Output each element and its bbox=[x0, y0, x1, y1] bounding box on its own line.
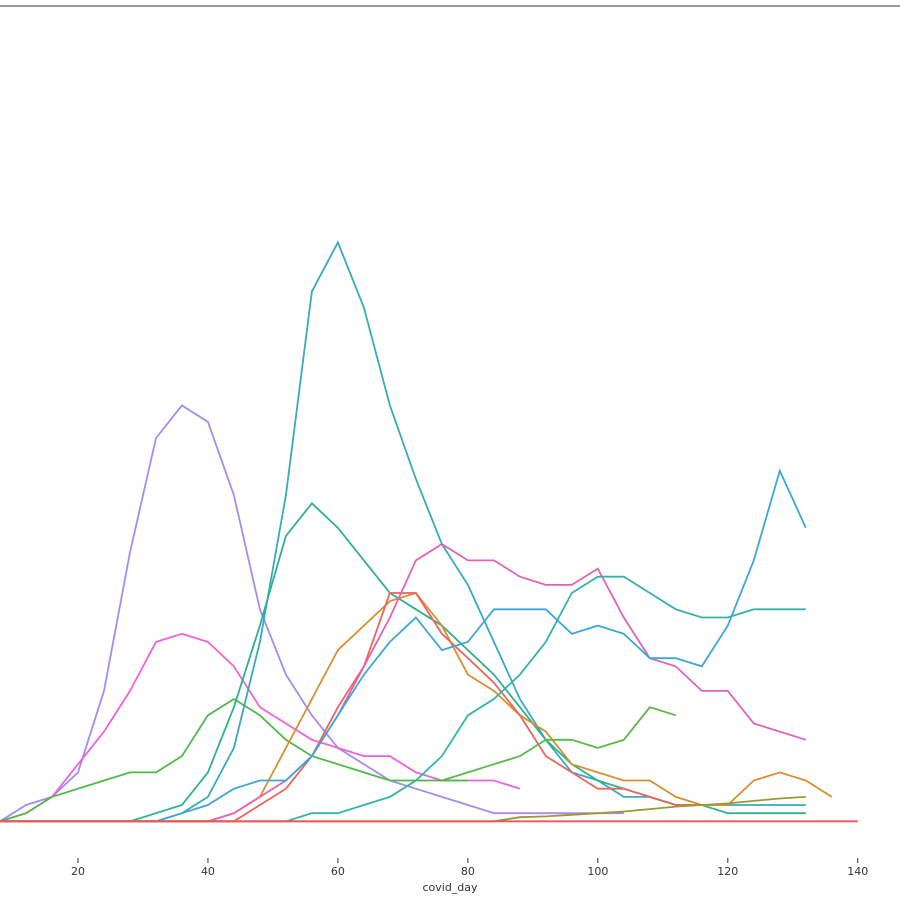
series-line bbox=[0, 632, 521, 823]
series-line bbox=[441, 706, 677, 782]
series-line bbox=[0, 591, 833, 823]
x-axis-label: covid_day bbox=[422, 881, 478, 894]
series-line bbox=[0, 404, 624, 823]
x-tick-label: 120 bbox=[717, 865, 738, 878]
x-tick-label: 100 bbox=[587, 865, 608, 878]
series-line bbox=[0, 240, 806, 823]
x-tick-label: 140 bbox=[847, 865, 868, 878]
x-tick-label: 60 bbox=[331, 865, 345, 878]
series-line bbox=[0, 697, 468, 823]
x-tick-label: 20 bbox=[71, 865, 85, 878]
series-line bbox=[0, 592, 702, 823]
series-line bbox=[0, 468, 807, 823]
series-line bbox=[0, 501, 806, 823]
x-tick-label: 40 bbox=[201, 865, 215, 878]
x-tick-label: 80 bbox=[461, 865, 475, 878]
